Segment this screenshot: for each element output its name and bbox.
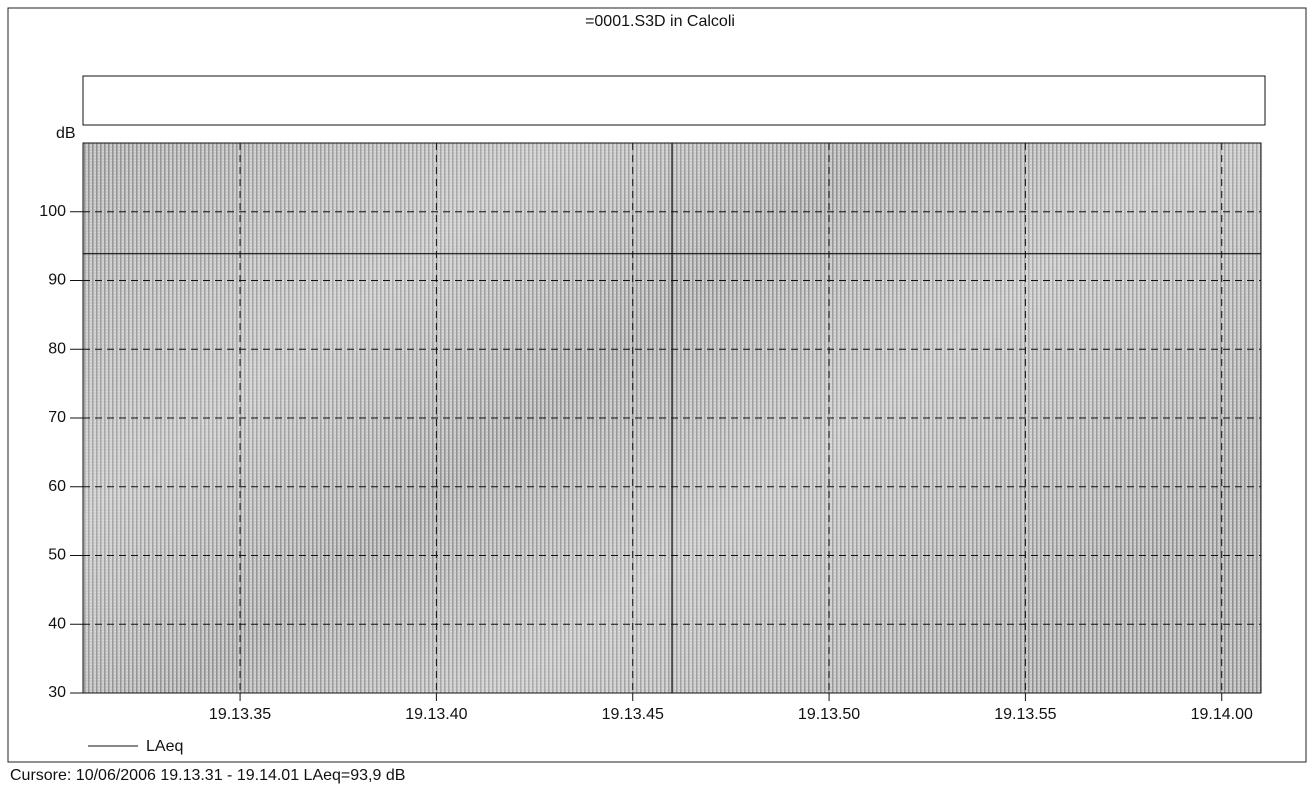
x-tick-label: 19.13.50 [798,706,860,723]
x-tick-label: 19.14.00 [1191,706,1253,723]
y-tick-label: 70 [48,409,66,426]
y-tick-label: 100 [39,203,66,220]
footer: Cursore: 10/06/2006 19.13.31 - 19.14.01 … [10,767,405,784]
x-tick-label: 19.13.40 [405,706,467,723]
y-axis-label: dB [56,125,76,142]
frame [7,7,1307,763]
chart-title: =0001.S3D in Calcoli [585,13,735,30]
x-tick-label: 19.13.45 [602,706,664,723]
y-tick-label: 80 [48,340,66,357]
header-box [82,75,1266,126]
y-tick-label: 60 [48,478,66,495]
x-tick-label: 19.13.35 [209,706,271,723]
x-tick-label: 19.13.55 [994,706,1056,723]
y-tick-label: 30 [48,684,66,701]
legend-label: LAeq [146,738,183,755]
y-tick-label: 40 [48,615,66,632]
y-tick-label: 50 [48,547,66,564]
y-tick-label: 90 [48,272,66,289]
